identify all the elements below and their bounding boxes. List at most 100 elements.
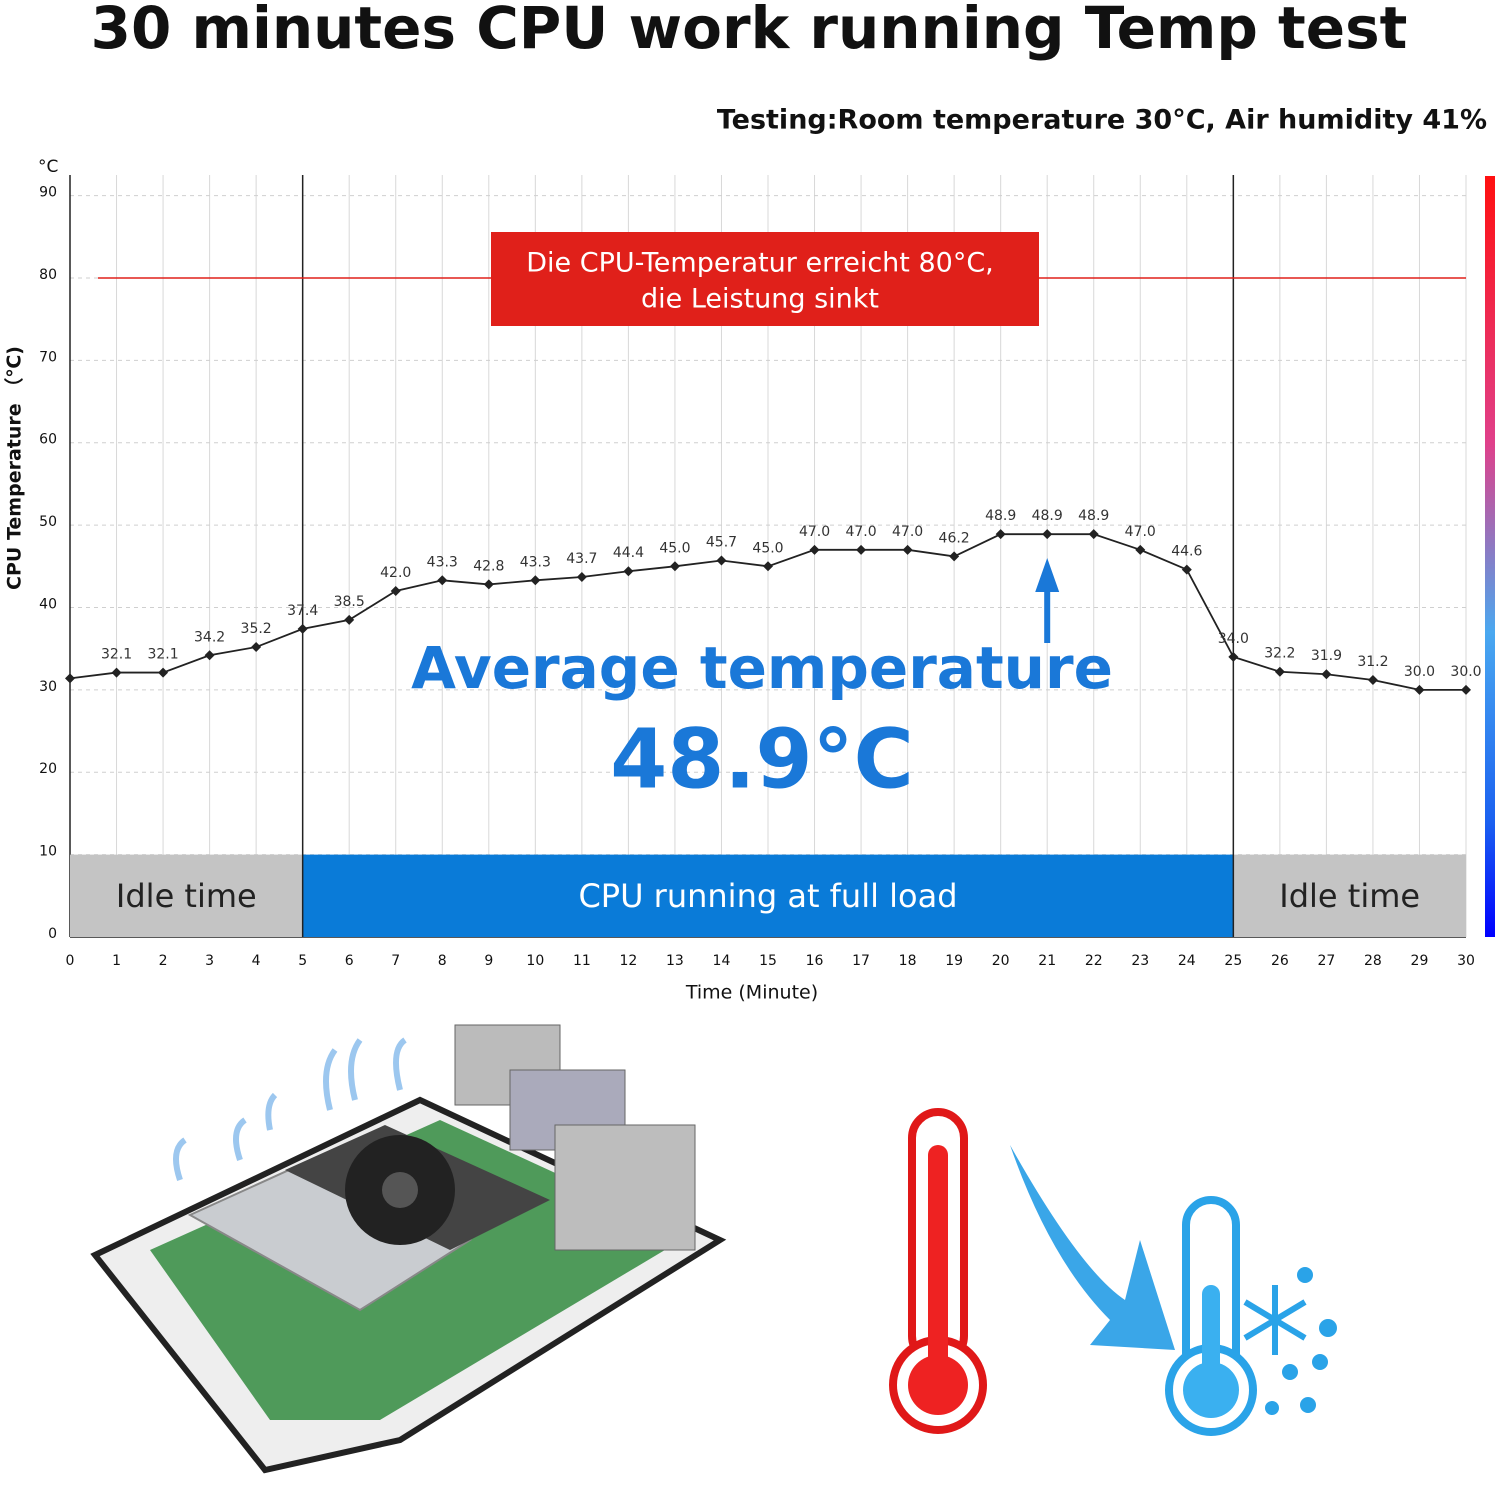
x-tick-label: 22 [1085, 953, 1103, 969]
data-point [297, 623, 308, 634]
callout-arrow [1035, 558, 1060, 643]
data-point [158, 667, 169, 678]
data-point [1088, 529, 1099, 540]
x-tick-label: 14 [713, 953, 731, 969]
x-tick-label: 2 [159, 953, 168, 969]
x-tick-label: 19 [945, 953, 963, 969]
data-label: 45.0 [659, 540, 690, 556]
data-point [716, 555, 727, 566]
data-point [530, 575, 541, 586]
x-tick-label: 10 [526, 953, 544, 969]
data-label: 45.7 [706, 535, 737, 551]
data-label: 47.0 [892, 524, 923, 540]
data-point [344, 614, 355, 625]
phase-band [70, 854, 303, 937]
data-point [949, 551, 960, 562]
x-axis-label: Time (Minute) [685, 982, 818, 1004]
x-tick-label: 13 [666, 953, 684, 969]
x-tick-label: 9 [484, 953, 493, 969]
y-axis-label: CPU Temperature （℃) [3, 346, 26, 590]
data-label: 30.0 [1450, 664, 1481, 680]
chart-subtitle: Testing:Room temperature 30°C, Air humid… [717, 105, 1487, 136]
data-point [1181, 564, 1192, 575]
y-tick-label: 60 [39, 432, 57, 448]
data-label: 35.2 [241, 621, 272, 637]
data-label: 43.3 [520, 554, 551, 570]
data-point [669, 561, 680, 572]
data-point [483, 579, 494, 590]
data-point [251, 642, 262, 653]
data-point [1228, 651, 1239, 662]
x-tick-label: 5 [298, 953, 307, 969]
phase-label: Idle time [1279, 877, 1420, 915]
data-point [995, 529, 1006, 540]
data-label: 44.4 [613, 545, 644, 561]
data-label: 48.9 [1032, 508, 1063, 524]
data-label: 43.3 [427, 554, 458, 570]
data-label: 42.8 [473, 558, 504, 574]
x-tick-label: 4 [252, 953, 261, 969]
y-tick-label: 30 [39, 679, 57, 695]
data-point [1274, 666, 1285, 677]
phase-band [302, 854, 1234, 937]
y-tick-label: 10 [39, 844, 57, 860]
x-tick-label: 0 [66, 953, 75, 969]
data-point [1414, 684, 1425, 695]
x-tick-label: 7 [391, 953, 400, 969]
data-point [856, 544, 867, 555]
data-label: 34.0 [1218, 631, 1249, 647]
data-label: 43.7 [566, 551, 597, 567]
x-tick-label: 16 [806, 953, 824, 969]
x-tick-label: 23 [1131, 953, 1149, 969]
data-label: 45.0 [752, 540, 783, 556]
x-tick-label: 3 [205, 953, 214, 969]
y-unit: °C [38, 157, 58, 177]
callout-text: Average temperature [411, 634, 1113, 702]
data-point [1321, 669, 1332, 680]
data-point [204, 650, 215, 661]
phase-band [1233, 854, 1466, 937]
y-tick-label: 80 [39, 267, 57, 283]
data-label: 34.2 [194, 629, 225, 645]
phase-label: CPU running at full load [578, 877, 957, 915]
data-label: 31.2 [1357, 654, 1388, 670]
x-tick-label: 26 [1271, 953, 1289, 969]
y-tick-label: 70 [39, 349, 57, 365]
data-label: 37.4 [287, 603, 318, 619]
plot: 0 1 2 3 4 5 6 7 8 9 10 11 12 13 14 15 16 17 18 19 20 21 22 23 24… [39, 175, 1482, 969]
y-tick-label: 50 [39, 514, 57, 530]
board-illustration [90, 1024, 727, 1474]
data-label: 32.1 [147, 647, 178, 663]
data-point [111, 667, 122, 678]
x-tick-label: 29 [1411, 953, 1429, 969]
data-label: 47.0 [799, 524, 830, 540]
x-tick-label: 6 [345, 953, 354, 969]
data-label: 46.2 [939, 530, 970, 546]
phase-label: Idle time [116, 877, 257, 915]
x-tick-label: 30 [1457, 953, 1475, 969]
data-label: 48.9 [1078, 508, 1109, 524]
x-tick-label: 24 [1178, 953, 1196, 969]
threshold-note: Die CPU-Temperatur erreicht 80°C, [526, 248, 994, 279]
y-tick-label: 90 [39, 185, 57, 201]
data-label: 32.2 [1264, 646, 1295, 662]
data-label: 44.6 [1171, 544, 1202, 560]
cold-thermometer [1165, 1196, 1337, 1436]
y-tick-label: 20 [39, 761, 57, 777]
data-label: 48.9 [985, 508, 1016, 524]
color-scale-bar [1485, 176, 1495, 937]
data-label: 47.0 [1125, 524, 1156, 540]
y-tick-label: 40 [39, 596, 57, 612]
x-tick-label: 12 [619, 953, 637, 969]
data-point [65, 673, 75, 684]
data-point [1042, 529, 1053, 540]
x-tick-label: 20 [992, 953, 1010, 969]
data-label: 47.0 [845, 524, 876, 540]
x-tick-label: 8 [438, 953, 447, 969]
data-point [576, 572, 587, 583]
hot-thermometer [889, 1108, 987, 1434]
data-point [1135, 544, 1146, 555]
data-point [1461, 684, 1471, 695]
